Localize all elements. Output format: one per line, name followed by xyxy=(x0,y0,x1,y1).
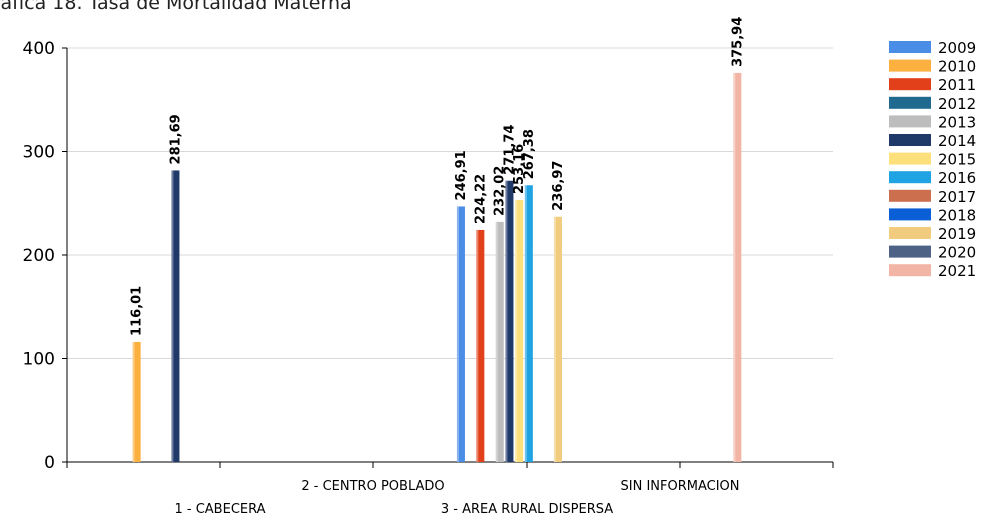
y-tick-label: 400 xyxy=(23,39,55,59)
y-tick-label: 200 xyxy=(23,246,55,266)
bar-highlight xyxy=(171,170,174,462)
legend-label: 2015 xyxy=(938,151,976,169)
data-label: 267,38 xyxy=(522,129,537,179)
data-label: 271,74 xyxy=(502,125,517,175)
legend-swatch xyxy=(889,115,931,128)
legend-label: 2010 xyxy=(938,58,976,76)
bar-highlight xyxy=(515,199,518,462)
bar-2014 xyxy=(505,180,514,463)
legend-swatch xyxy=(889,208,931,221)
x-category-label: 2 - CENTRO POBLADO xyxy=(301,479,444,494)
legend-label: 2017 xyxy=(938,188,976,206)
data-label: 236,97 xyxy=(551,161,566,211)
legend-swatch xyxy=(889,171,931,184)
legend-label: 2014 xyxy=(938,132,976,150)
data-label: 246,91 xyxy=(454,150,469,200)
legend-label: 2019 xyxy=(938,225,976,243)
bar-2019 xyxy=(553,216,562,462)
legend-swatch xyxy=(889,78,931,91)
legend-label: 2020 xyxy=(938,244,976,262)
legend-label: 2016 xyxy=(938,169,976,187)
bar-2015 xyxy=(515,199,524,462)
bar-2009 xyxy=(456,206,465,462)
legend-label: 2012 xyxy=(938,95,976,113)
legend-swatch xyxy=(889,96,931,109)
legend-label: 2021 xyxy=(938,262,976,280)
axes: 0 100 200 300 400 1 - CABECERA 2 - CENTRO POBL… xyxy=(23,39,834,514)
y-tick-label: 100 xyxy=(23,350,55,370)
bar-2016 xyxy=(524,185,533,462)
legend-swatch xyxy=(889,59,931,72)
legend: 2009201020112012201320142015201620172018… xyxy=(889,39,976,280)
legend-label: 2011 xyxy=(938,76,976,94)
gridlines xyxy=(67,47,833,359)
data-labels: 246,91 116,01 224,22 232,02 281,69 271,74253,… xyxy=(130,17,746,336)
bar-2010 xyxy=(132,341,141,462)
legend-swatch xyxy=(889,264,931,277)
bar-2021 xyxy=(733,72,742,462)
bar-highlight xyxy=(132,341,135,462)
data-label: 375,94 xyxy=(730,17,745,67)
bar-2011 xyxy=(476,229,485,462)
bars xyxy=(132,72,742,463)
data-label: 253,16 xyxy=(512,144,527,194)
bar-highlight xyxy=(733,72,736,462)
bar-highlight xyxy=(456,206,459,462)
legend-swatch xyxy=(889,134,931,146)
y-tick-label: 300 xyxy=(23,143,55,163)
legend-label: 2018 xyxy=(938,206,976,224)
bar-highlight xyxy=(505,180,508,463)
data-label: 281,69 xyxy=(168,114,183,164)
legend-swatch xyxy=(889,245,931,258)
bar-highlight xyxy=(495,221,498,462)
data-label: 224,22 xyxy=(473,174,488,224)
bar-2013 xyxy=(495,221,504,462)
data-label: 232,02 xyxy=(493,166,508,216)
legend-swatch xyxy=(889,227,931,239)
chart-title: Gráfica 18. Tasa de Mortalidad Materna xyxy=(0,0,352,14)
bar-highlight xyxy=(553,216,556,462)
x-category-label: 3 - AREA RURAL DISPERSA xyxy=(441,502,613,514)
x-category-label: 1 - CABECERA xyxy=(174,502,265,514)
x-category-label: SIN INFORMACION xyxy=(621,479,740,494)
legend-label: 2009 xyxy=(938,39,976,57)
bar-2014 xyxy=(171,170,180,462)
legend-swatch xyxy=(889,189,931,202)
bar-highlight xyxy=(476,229,479,462)
bar-highlight xyxy=(524,185,527,462)
y-tick-label: 0 xyxy=(44,453,55,473)
data-label: 116,01 xyxy=(130,286,145,336)
legend-swatch xyxy=(889,41,931,53)
legend-label: 2013 xyxy=(938,113,976,131)
legend-swatch xyxy=(889,152,931,165)
